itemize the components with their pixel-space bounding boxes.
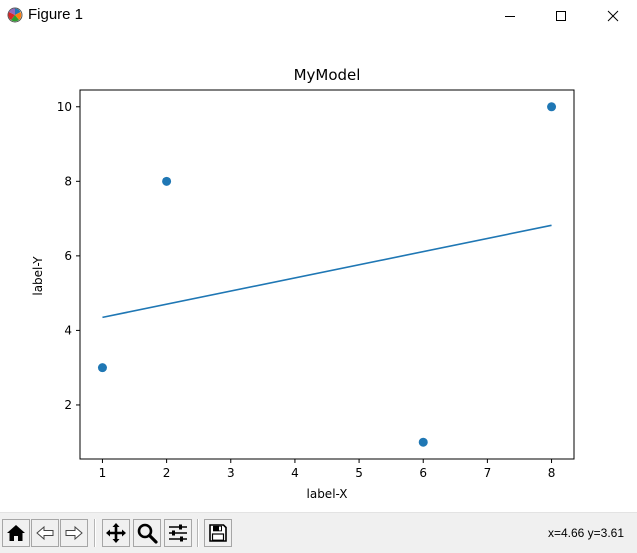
x-tick-label: 4	[291, 466, 299, 480]
data-point	[97, 363, 107, 373]
toolbar-separator	[94, 519, 96, 547]
data-point	[547, 102, 557, 112]
zoom-magnifier-icon	[137, 523, 158, 544]
chart-title: MyModel	[294, 66, 361, 84]
data-point	[418, 437, 428, 447]
x-axis-label: label-X	[307, 487, 348, 501]
x-tick-label: 6	[419, 466, 427, 480]
save-button[interactable]	[204, 519, 232, 547]
minimize-icon	[505, 16, 515, 17]
axes-frame	[79, 89, 575, 460]
x-tick-label: 1	[99, 466, 107, 480]
title-bar[interactable]: Figure 1	[0, 0, 637, 32]
close-button[interactable]	[590, 0, 636, 32]
window-title: Figure 1	[28, 6, 84, 23]
figure-canvas[interactable]: MyModel label-X label-Y 1 2 3 4 5 6 7 8 2 4 6 8 10	[0, 32, 637, 511]
back-arrow-icon	[36, 525, 54, 541]
sliders-icon	[169, 524, 187, 542]
x-tick-label: 7	[484, 466, 492, 480]
pan-button[interactable]	[102, 519, 130, 547]
cursor-coordinates: x=4.66 y=3.61	[547, 526, 624, 540]
back-button[interactable]	[31, 519, 59, 547]
close-icon	[607, 10, 619, 22]
minimize-button[interactable]	[487, 0, 533, 32]
home-icon	[7, 525, 25, 541]
y-tick-label: 8	[64, 174, 72, 188]
ticks-layer: 1 2 3 4 5 6 7 8 2 4 6 8 10	[57, 100, 556, 480]
pan-move-icon	[106, 523, 126, 543]
maximize-button[interactable]	[538, 0, 584, 32]
y-tick-label: 2	[64, 398, 72, 412]
home-button[interactable]	[2, 519, 30, 547]
navigation-toolbar: x=4.66 y=3.61	[0, 512, 637, 553]
configure-subplots-button[interactable]	[164, 519, 192, 547]
floppy-disk-icon	[209, 524, 227, 542]
matplotlib-logo-icon	[7, 7, 23, 23]
series-layer	[97, 102, 557, 447]
chart: MyModel label-X label-Y 1 2 3 4 5 6 7 8 2 4 6 8 10	[31, 66, 575, 501]
y-tick-label: 6	[64, 249, 72, 263]
x-tick-label: 2	[163, 466, 171, 480]
data-point	[162, 176, 172, 186]
forward-button[interactable]	[60, 519, 88, 547]
forward-arrow-icon	[65, 525, 83, 541]
zoom-button[interactable]	[133, 519, 161, 547]
regression-line	[102, 224, 552, 319]
y-tick-label: 10	[57, 100, 72, 114]
y-axis-label: label-Y	[31, 256, 45, 296]
x-tick-label: 3	[227, 466, 235, 480]
x-tick-label: 8	[548, 466, 556, 480]
y-tick-label: 4	[64, 323, 72, 337]
x-tick-label: 5	[355, 466, 363, 480]
toolbar-separator	[197, 519, 199, 547]
maximize-icon	[556, 11, 566, 21]
